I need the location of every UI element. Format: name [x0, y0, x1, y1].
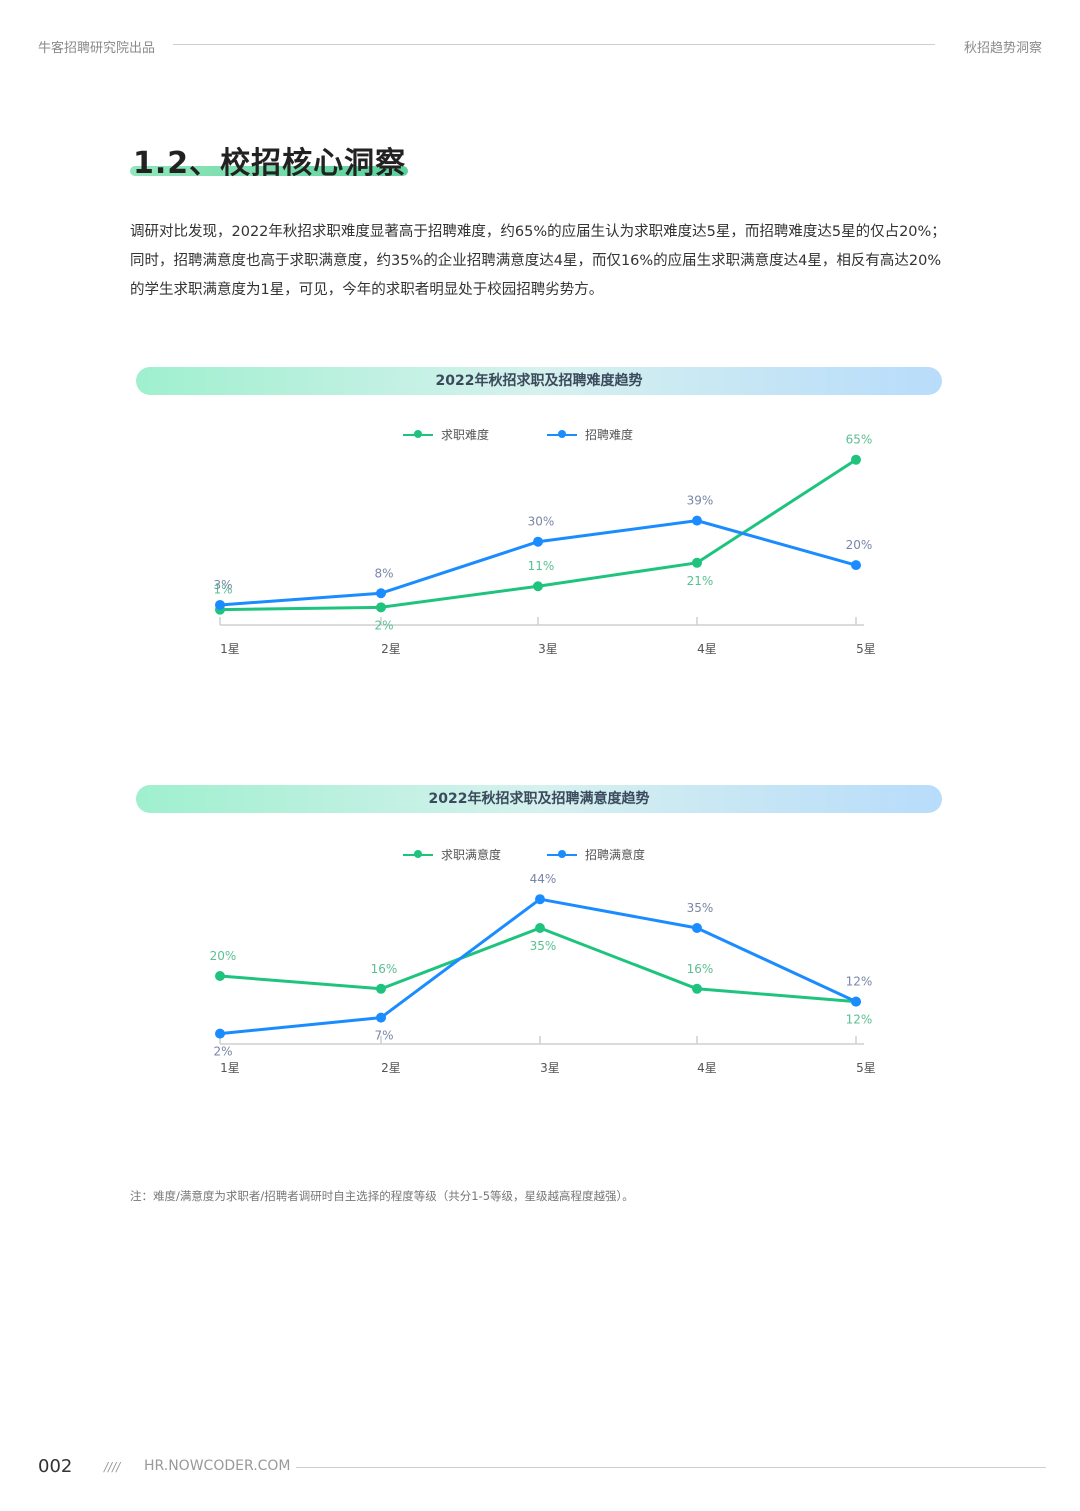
data-label: 20% — [846, 538, 873, 552]
data-point — [376, 1012, 386, 1023]
data-point — [535, 894, 545, 905]
data-point — [215, 971, 225, 981]
page-number: 002 — [38, 1456, 73, 1477]
data-label: 8% — [374, 566, 393, 580]
data-label: 3% — [213, 578, 232, 592]
footer-url-link[interactable]: HR.NOWCODER.COM — [144, 1458, 291, 1474]
chart1-legend-label-green: 求职难度 — [441, 428, 490, 442]
data-label: 7% — [374, 1029, 393, 1043]
chart1-legend-label-blue: 招聘难度 — [585, 428, 634, 442]
data-point — [376, 588, 386, 599]
x-tick-label: 5星 — [856, 642, 876, 656]
data-label: 1% — [213, 583, 232, 597]
data-point — [535, 923, 545, 933]
data-label: 16% — [687, 962, 714, 976]
data-point — [692, 515, 702, 526]
data-point — [533, 581, 543, 592]
legend-dot-blue — [558, 850, 566, 858]
chart2-title: 2022年秋招求职及招聘满意度趋势 — [136, 785, 942, 813]
data-point — [851, 454, 861, 465]
data-label: 2% — [374, 618, 393, 632]
legend-dot-green — [414, 850, 422, 858]
x-tick-label: 4星 — [697, 642, 717, 656]
data-point — [215, 1028, 225, 1039]
chart1-legend: 求职难度 招聘难度 — [0, 425, 1080, 445]
x-tick-label: 4星 — [697, 1061, 717, 1075]
x-tick-label: 2星 — [381, 1061, 401, 1075]
data-point — [533, 536, 543, 547]
data-point — [215, 599, 225, 610]
data-point — [692, 557, 702, 568]
title-underline — [130, 166, 408, 176]
chart1-plot: 1星 2星 3星 4星 5星 1% 2% 11% 21% 65% 3% 8% 30% 39% 20% — [213, 433, 876, 656]
data-label: 16% — [371, 962, 398, 976]
data-label: 11% — [528, 559, 555, 573]
x-tick-label: 2星 — [381, 642, 401, 656]
data-label: 12% — [846, 1013, 873, 1027]
legend-dot-green — [414, 430, 422, 438]
data-point — [692, 923, 702, 933]
section-body-text: 调研对比发现，2022年秋招求职难度显著高于招聘难度，约65%的应届生认为求职难… — [130, 224, 946, 298]
data-label: 44% — [530, 872, 557, 886]
data-label: 2% — [213, 1045, 232, 1059]
series-line-blue — [219, 897, 857, 1036]
x-tick-label: 1星 — [220, 1061, 240, 1075]
footer-divider — [296, 1467, 1046, 1468]
data-point — [376, 983, 386, 994]
header-publisher: 牛客招聘研究院出品 — [38, 41, 156, 56]
data-label: 30% — [528, 515, 555, 529]
data-label: 21% — [687, 574, 714, 588]
data-label: 39% — [687, 494, 714, 508]
chart2-legend-label-green: 求职满意度 — [441, 848, 502, 862]
data-label: 65% — [846, 433, 873, 447]
legend-dot-blue — [558, 430, 566, 438]
data-label: 12% — [846, 975, 873, 989]
footer-slashes: //// — [104, 1460, 121, 1474]
header-section-name: 秋招趋势洞察 — [963, 41, 1042, 56]
x-tick-label: 3星 — [538, 642, 558, 656]
chart-footnote: 注：难度/满意度为求职者/招聘者调研时自主选择的程度等级（共分1-5等级，星级越… — [130, 1189, 634, 1203]
chart1-title: 2022年秋招求职及招聘难度趋势 — [136, 367, 942, 395]
data-point — [851, 560, 861, 571]
x-tick-label: 5星 — [856, 1061, 876, 1075]
data-label: 35% — [530, 939, 557, 953]
data-point — [376, 602, 386, 613]
data-point — [692, 983, 702, 994]
section-title: 1.2、校招核心洞察 — [133, 146, 407, 181]
chart2-plot: 1星 2星 3星 4星 5星 20% 16% 35% 16% 12% 2% 7% 44% 35% 12% — [210, 872, 876, 1075]
data-label: 20% — [210, 949, 237, 963]
data-point — [851, 996, 861, 1007]
x-tick-label: 1星 — [220, 642, 240, 656]
x-tick-label: 3星 — [540, 1061, 560, 1075]
data-label: 35% — [687, 901, 714, 915]
chart2-legend-label-blue: 招聘满意度 — [585, 848, 646, 862]
chart2-legend: 求职满意度 招聘满意度 — [0, 845, 1080, 865]
header-divider — [173, 44, 935, 45]
